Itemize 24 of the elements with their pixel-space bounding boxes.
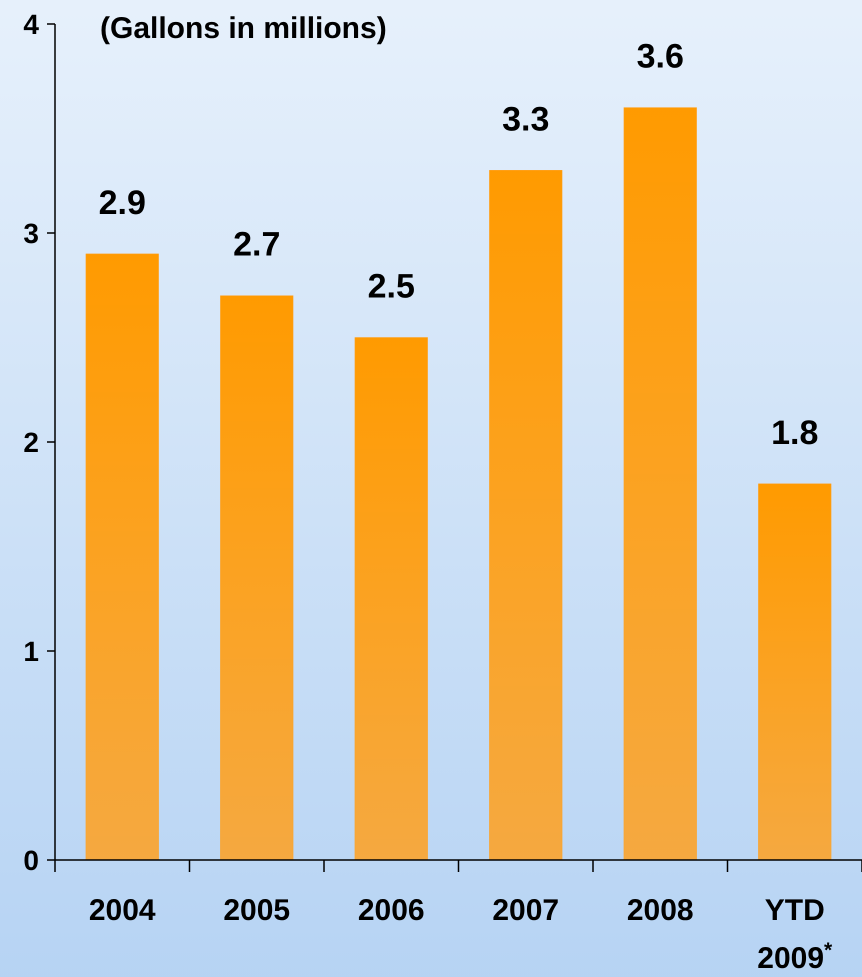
x-tick-label: 2004 [88, 894, 156, 927]
x-tick-label: 2005 [223, 894, 290, 927]
y-tick-label: 2 [23, 426, 39, 458]
bar [86, 254, 159, 860]
data-label: 3.6 [636, 38, 684, 76]
data-label: 3.3 [502, 100, 550, 138]
data-label: 2.9 [98, 184, 146, 222]
chart-title: (Gallons in millions) [100, 12, 387, 45]
y-tick-label: 4 [23, 8, 40, 40]
bar [624, 107, 697, 860]
bar [220, 295, 294, 860]
bar [758, 484, 832, 860]
data-label: 2.5 [368, 268, 415, 306]
bar [489, 170, 562, 860]
data-label: 2.7 [233, 226, 280, 264]
y-tick-label: 3 [23, 218, 39, 249]
x-tick-label: YTD 2009$^{*}$ [757, 894, 834, 975]
x-tick-label: 2006 [358, 894, 425, 927]
y-tick-label: 1 [23, 636, 39, 667]
bar [354, 337, 428, 860]
x-tick-label: 2008 [626, 894, 694, 927]
x-tick-label: 2007 [492, 894, 560, 927]
data-label: 1.8 [771, 414, 818, 452]
y-tick-label: 0 [23, 844, 39, 876]
